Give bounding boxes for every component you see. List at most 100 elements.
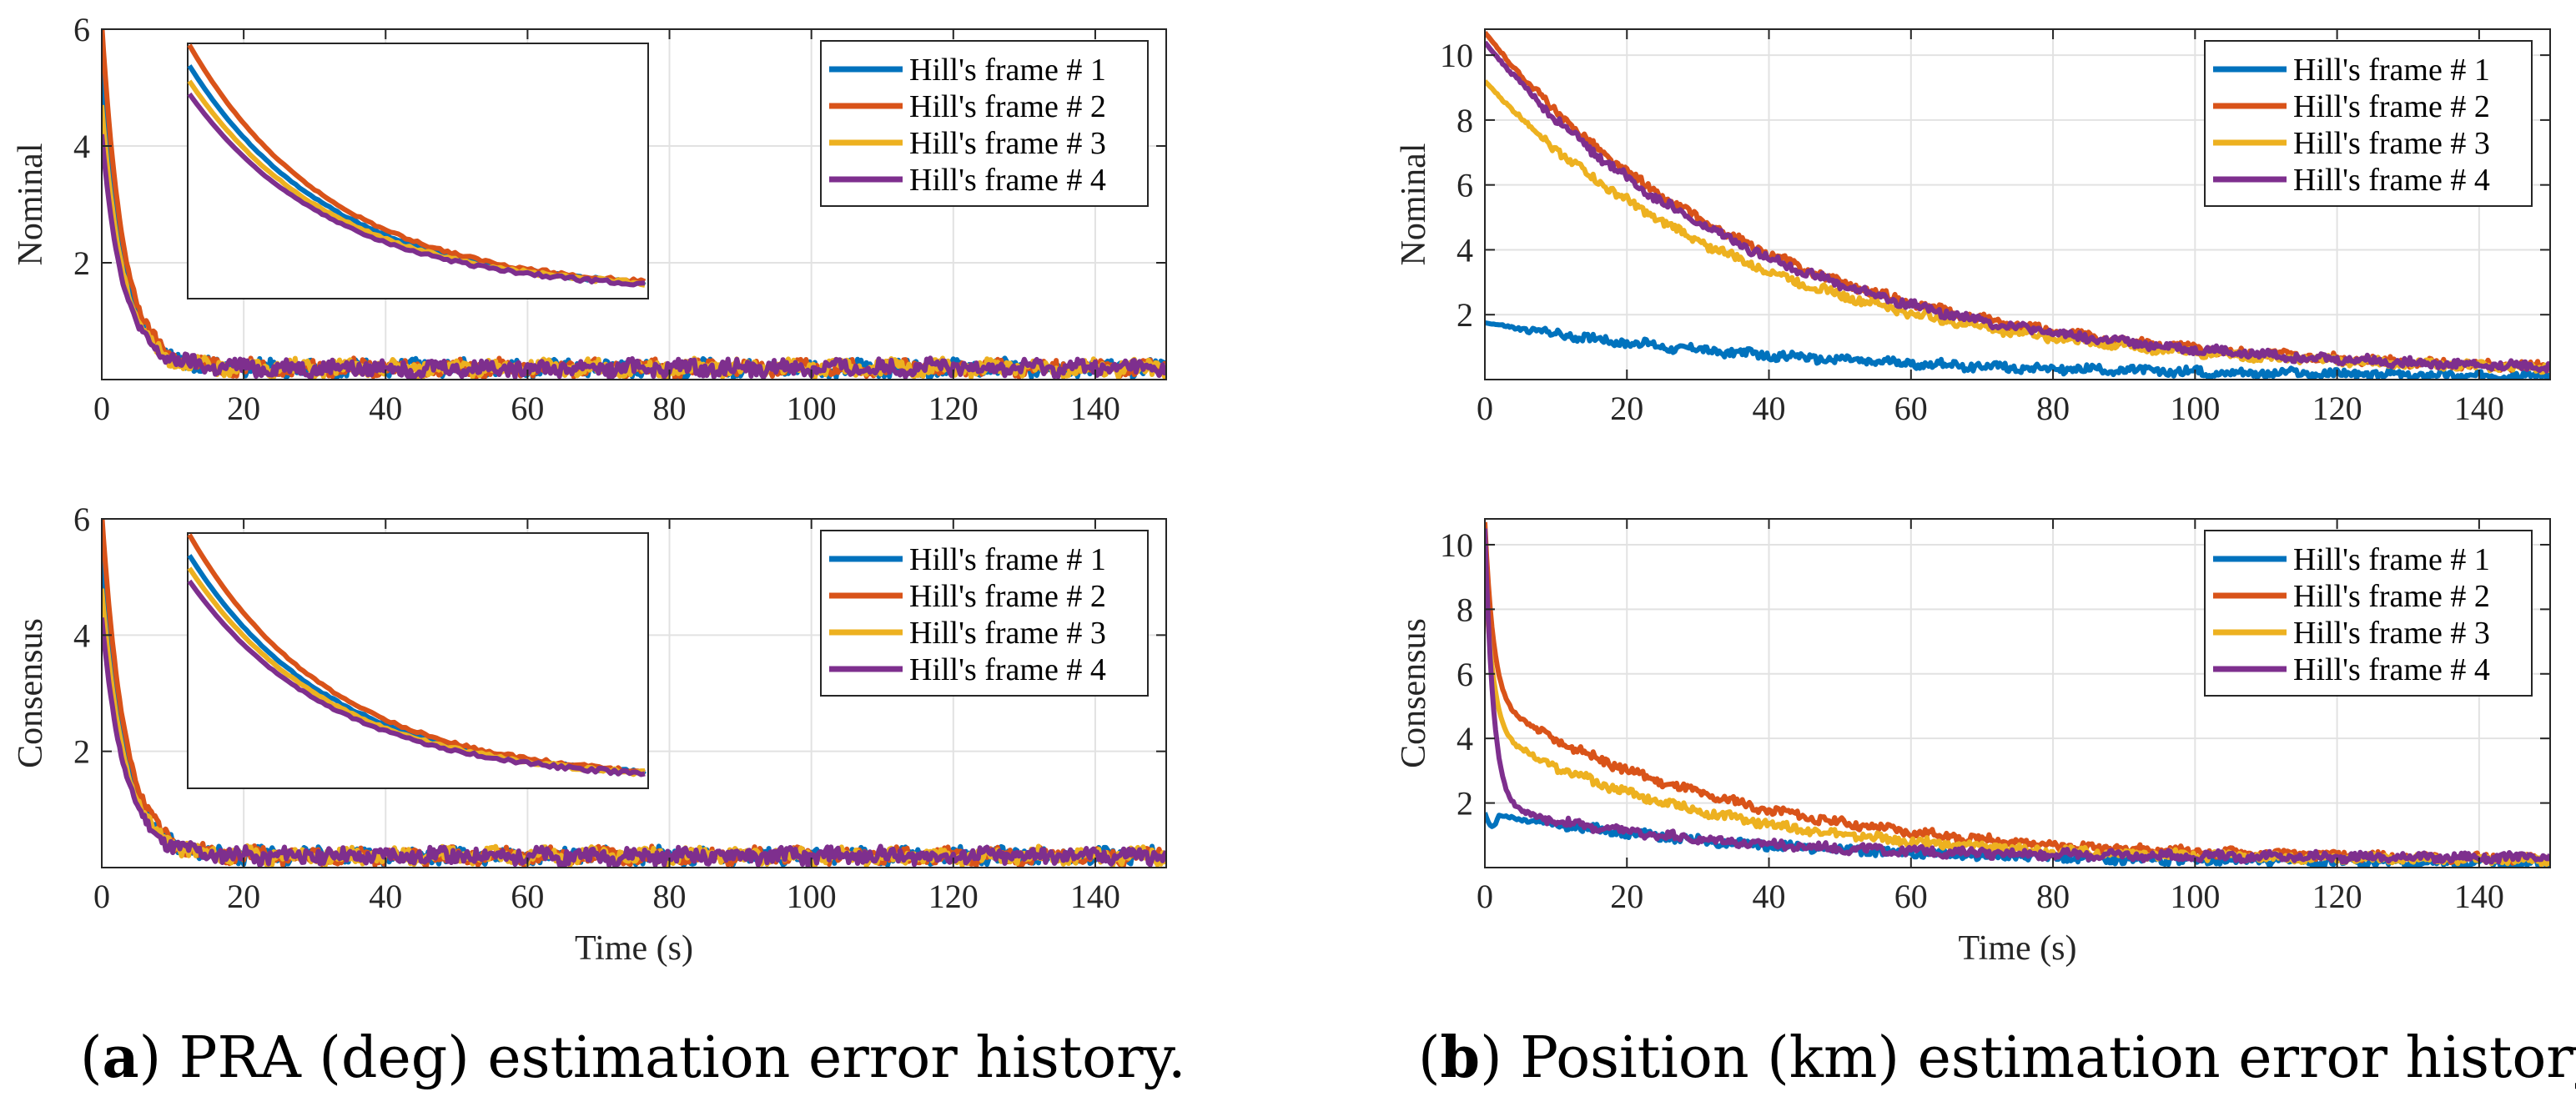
x-tick-label: 80	[653, 390, 687, 427]
x-tick-label: 0	[93, 390, 110, 427]
chart-b-consensus: 0 20 40 60 80 100 120 140 2 4 6 8 10 Consensus Time (s…	[1395, 518, 2551, 968]
x-tick-label: 120	[2312, 878, 2362, 915]
legend-entry-4: Hill's frame # 4	[909, 652, 1106, 687]
x-tick-label: 140	[2454, 390, 2504, 427]
inset-box	[187, 43, 649, 299]
y-tick-label: 10	[1440, 526, 1473, 564]
y-tick-label: 2	[73, 244, 90, 282]
caption-a: (a) PRA (deg) estimation error history.	[80, 1024, 1186, 1091]
series-line-1	[1485, 320, 2550, 380]
legend-entry-4: Hill's frame # 4	[909, 163, 1106, 198]
x-tick-label: 140	[1070, 878, 1120, 915]
y-tick-label: 6	[1457, 656, 1473, 693]
axes-box	[1484, 28, 2551, 380]
axes-box	[101, 518, 1167, 868]
y-tick-label: 6	[73, 501, 90, 538]
x-axis-label: Time (s)	[575, 929, 693, 968]
x-tick-label: 120	[2312, 390, 2362, 427]
x-tick-label: 100	[2170, 878, 2220, 915]
x-tick-label: 80	[2036, 390, 2070, 427]
x-tick-label: 120	[928, 390, 979, 427]
inset-line-4	[187, 92, 646, 288]
legend-entry-1: Hill's frame # 1	[909, 53, 1106, 88]
x-tick-label: 40	[1753, 390, 1786, 427]
legend-entry-2: Hill's frame # 2	[2293, 89, 2490, 124]
chart-a-nominal: 0 20 40 60 80 100 120 140 2 4 6 Nominal Hill's frame…	[12, 11, 1167, 427]
x-axis-label: Time (s)	[1959, 929, 2077, 968]
x-tick-label: 0	[1477, 390, 1493, 427]
y-tick-label: 2	[73, 733, 90, 771]
y-tick-label: 2	[1457, 296, 1473, 334]
x-tick-label: 40	[1753, 878, 1786, 915]
legend-entry-3: Hill's frame # 3	[2293, 126, 2490, 161]
axes-box	[1484, 518, 2551, 868]
x-tick-label: 0	[93, 878, 110, 915]
chart-b-nominal: 0 20 40 60 80 100 120 140 2 4 6 8 10 Nominal Hill's fr…	[1395, 28, 2551, 427]
y-axis-label: Nominal	[1395, 143, 1433, 266]
chart-a-consensus: 0 20 40 60 80 100 120 140 2 4 6 Consensus Time (s) Hi…	[12, 501, 1167, 968]
caption-a-label: a	[102, 1024, 139, 1091]
x-tick-label: 140	[1070, 390, 1120, 427]
legend-entry-1: Hill's frame # 1	[909, 542, 1106, 577]
caption-b: (b) Position (km) estimation error histo…	[1418, 1024, 2576, 1091]
inset-zoom	[187, 43, 649, 299]
x-tick-label: 80	[653, 878, 687, 915]
x-tick-label: 120	[928, 878, 979, 915]
series-line-4	[102, 133, 1166, 380]
legend-entry-2: Hill's frame # 2	[909, 579, 1106, 614]
y-tick-label: 4	[1457, 231, 1473, 269]
legend-entry-3: Hill's frame # 3	[2293, 616, 2490, 651]
legend-entry-1: Hill's frame # 1	[2293, 53, 2490, 88]
x-tick-label: 0	[1477, 878, 1493, 915]
x-tick-label: 20	[1610, 390, 1643, 427]
series-line-4	[1485, 528, 2550, 865]
y-axis-label: Consensus	[1395, 618, 1433, 768]
y-tick-label: 8	[1457, 591, 1473, 628]
x-tick-label: 100	[787, 390, 837, 427]
inset-line-4	[187, 579, 646, 777]
x-tick-label: 20	[227, 878, 260, 915]
x-tick-label: 60	[1894, 390, 1928, 427]
legend-entry-3: Hill's frame # 3	[909, 616, 1106, 651]
x-tick-label: 140	[2454, 878, 2504, 915]
legend-entry-4: Hill's frame # 4	[2293, 163, 2490, 198]
legend-entry-1: Hill's frame # 1	[2293, 542, 2490, 577]
caption-b-text: ) Position (km) estimation error history…	[1480, 1025, 2576, 1091]
y-tick-label: 6	[1457, 167, 1473, 204]
y-tick-label: 10	[1440, 37, 1473, 74]
series-line-4	[102, 617, 1166, 868]
caption-a-text: ) PRA (deg) estimation error history.	[138, 1025, 1186, 1091]
x-tick-label: 100	[787, 878, 837, 915]
inset-box	[187, 532, 649, 789]
inset-zoom	[187, 532, 649, 789]
series-line-4	[1485, 40, 2550, 374]
x-tick-label: 60	[1894, 878, 1928, 915]
caption-b-label: b	[1440, 1024, 1481, 1091]
legend-entry-2: Hill's frame # 2	[2293, 579, 2490, 614]
x-tick-label: 100	[2170, 390, 2220, 427]
y-tick-label: 2	[1457, 785, 1473, 823]
x-tick-label: 20	[227, 390, 260, 427]
y-tick-label: 6	[73, 11, 90, 48]
y-tick-label: 8	[1457, 102, 1473, 139]
x-tick-label: 60	[511, 390, 544, 427]
legend-entry-4: Hill's frame # 4	[2293, 652, 2490, 687]
legend-entry-3: Hill's frame # 3	[909, 126, 1106, 161]
axes-box	[101, 28, 1167, 380]
x-tick-label: 20	[1610, 878, 1643, 915]
y-axis-label: Consensus	[12, 618, 50, 768]
x-tick-label: 40	[369, 390, 402, 427]
y-tick-label: 4	[1457, 720, 1473, 757]
x-tick-label: 40	[369, 878, 402, 915]
y-tick-label: 4	[73, 616, 90, 654]
y-axis-label: Nominal	[12, 143, 50, 266]
y-tick-label: 4	[73, 128, 90, 165]
legend-entry-2: Hill's frame # 2	[909, 89, 1106, 124]
x-tick-label: 60	[511, 878, 544, 915]
x-tick-label: 80	[2036, 878, 2070, 915]
